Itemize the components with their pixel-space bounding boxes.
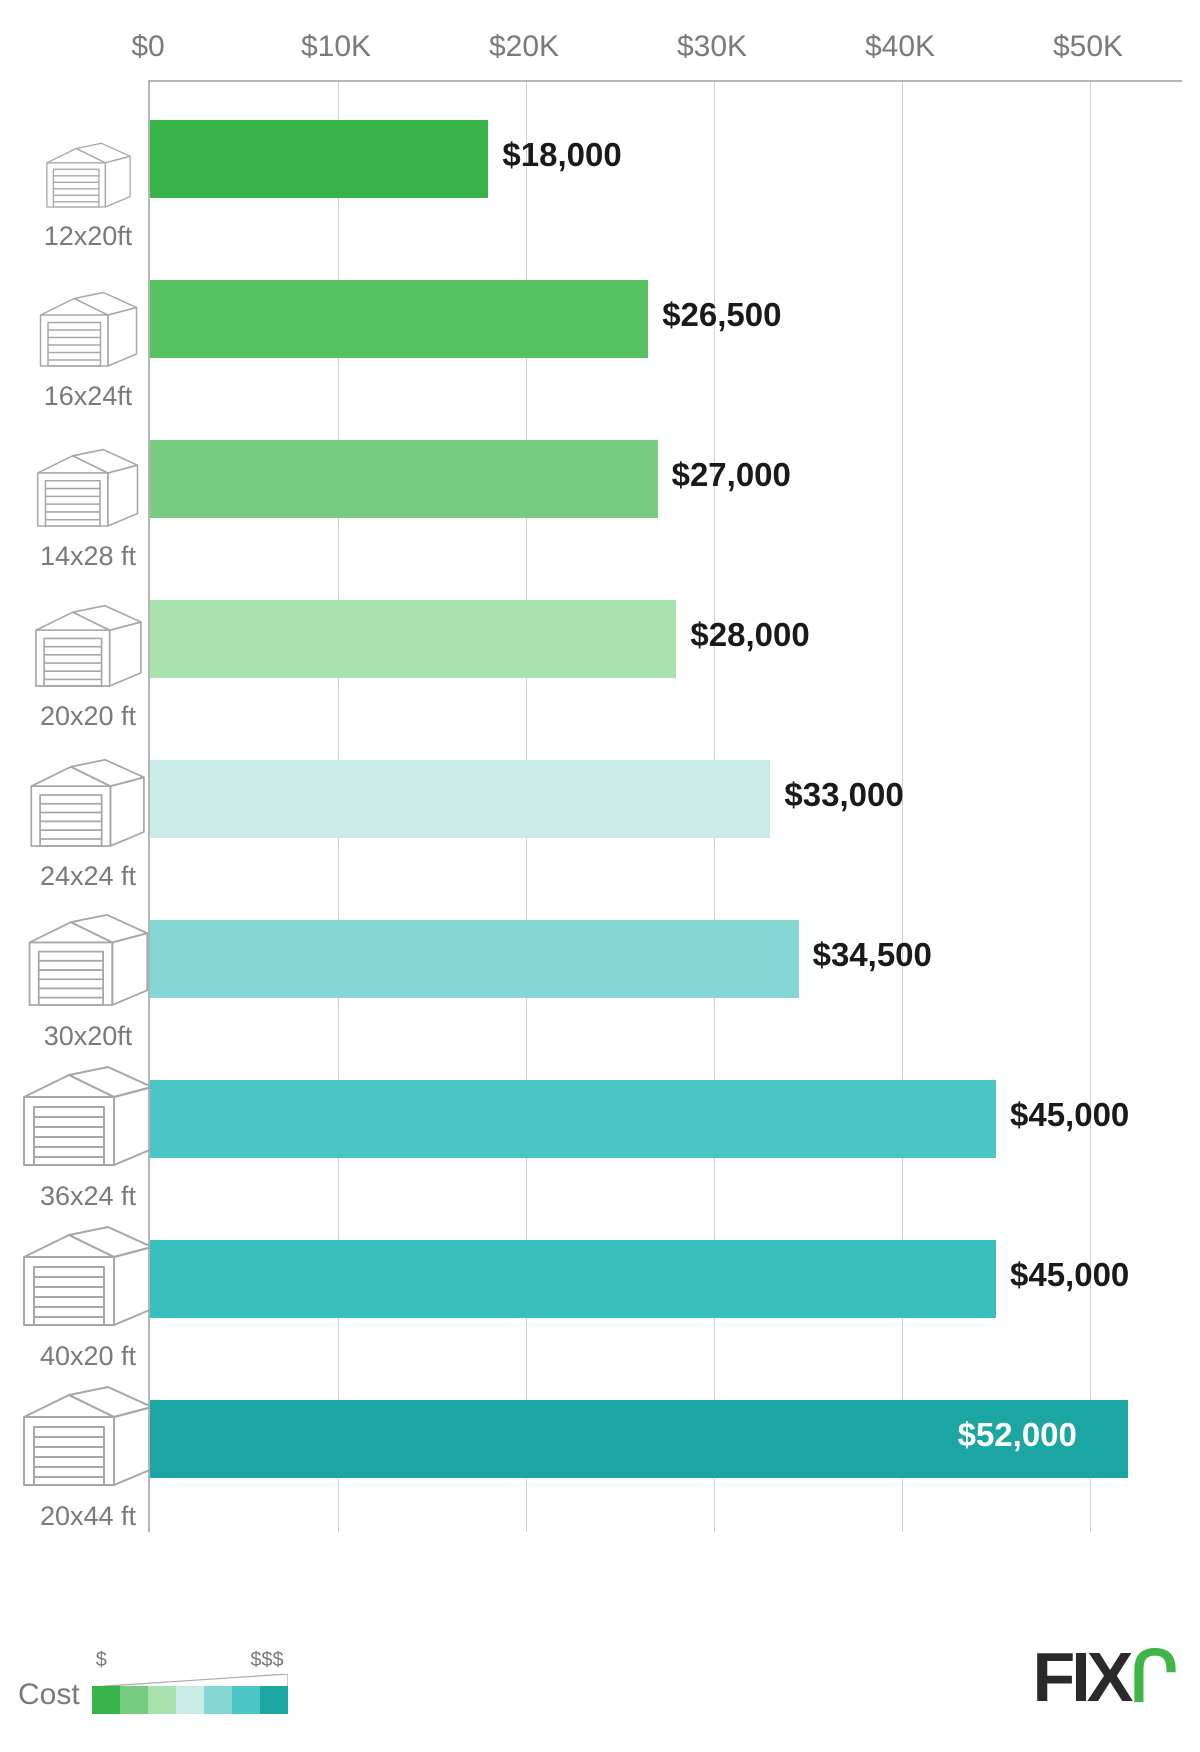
- legend-swatch: [120, 1686, 148, 1714]
- category-cell: 36x24 ft: [18, 1052, 158, 1212]
- category-label: 20x44 ft: [40, 1501, 136, 1532]
- bar-row: 24x24 ft $33,000: [18, 732, 1182, 892]
- logo-prefix: FIX: [1033, 1637, 1130, 1717]
- legend-range-labels: $ $$$: [92, 1649, 288, 1672]
- legend-swatch: [148, 1686, 176, 1714]
- chart-container: $0$10K$20K$30K$40K$50K 12x20ft $18,000: [18, 20, 1182, 1532]
- bar: [150, 600, 676, 678]
- category-label: 14x28 ft: [40, 541, 136, 572]
- category-cell: 14x28 ft: [18, 412, 158, 572]
- garage-icon-wrap: [33, 448, 142, 535]
- bars-area: 12x20ft$18,000 16x24ft$26,500 14x28: [18, 80, 1182, 1532]
- category-label: 12x20ft: [44, 221, 133, 252]
- bar-row: 20x20 ft $28,000: [18, 572, 1182, 732]
- value-label: $45,000: [1010, 1096, 1129, 1134]
- garage-icon: [24, 913, 153, 1010]
- garage-icon: [18, 1385, 158, 1490]
- garage-icon: [36, 291, 141, 370]
- garage-icon-wrap: [26, 758, 149, 855]
- garage-icon: [43, 142, 134, 210]
- garage-icon-wrap: [43, 142, 134, 215]
- category-label: 30x20ft: [44, 1021, 133, 1052]
- bar: [150, 760, 770, 838]
- category-cell: 16x24ft: [18, 252, 158, 412]
- logo-suffix: Ր: [1129, 1636, 1174, 1718]
- bar-row: 20x44 ft $52,000: [18, 1372, 1182, 1532]
- garage-icon: [26, 758, 149, 850]
- value-label: $33,000: [784, 776, 903, 814]
- garage-icon: [18, 1065, 158, 1170]
- legend-swatch: [176, 1686, 204, 1714]
- category-cell: 24x24 ft: [18, 732, 158, 892]
- category-label: 24x24 ft: [40, 861, 136, 892]
- bar: [150, 920, 799, 998]
- legend-high-symbol: $$$: [250, 1649, 283, 1672]
- legend-swatch: [260, 1686, 288, 1714]
- bar-row: 30x20ft $34,500: [18, 892, 1182, 1052]
- value-label: $26,500: [662, 296, 781, 334]
- legend-swatch: [232, 1686, 260, 1714]
- category-label: 16x24ft: [44, 381, 133, 412]
- bar-row: 36x24 ft $45,000: [18, 1052, 1182, 1212]
- value-label: $52,000: [958, 1416, 1077, 1454]
- garage-icon-wrap: [31, 604, 146, 695]
- garage-icon: [18, 1225, 158, 1330]
- legend-swatches: [92, 1686, 288, 1714]
- category-label: 36x24 ft: [40, 1181, 136, 1212]
- category-cell: 20x20 ft: [18, 572, 158, 732]
- category-label: 20x20 ft: [40, 701, 136, 732]
- garage-icon-wrap: [24, 913, 153, 1015]
- bar-row: 14x28 ft $27,000: [18, 412, 1182, 572]
- bar: [150, 280, 648, 358]
- legend-label: Cost: [18, 1678, 80, 1712]
- category-cell: 12x20ft: [18, 92, 158, 252]
- category-cell: 20x44 ft: [18, 1372, 158, 1532]
- value-label: $18,000: [502, 136, 621, 174]
- garage-icon: [31, 604, 146, 690]
- value-label: $27,000: [672, 456, 791, 494]
- garage-icon-wrap: [36, 291, 141, 375]
- category-label: 40x20 ft: [40, 1341, 136, 1372]
- bar: [150, 1240, 996, 1318]
- x-axis-labels: $0$10K$20K$30K$40K$50K: [148, 20, 1182, 80]
- garage-icon-wrap: [18, 1065, 158, 1175]
- value-label: $45,000: [1010, 1256, 1129, 1294]
- bar: [150, 440, 658, 518]
- category-cell: 40x20 ft: [18, 1212, 158, 1372]
- legend-scale: $ $$$: [92, 1649, 288, 1714]
- legend-swatch: [204, 1686, 232, 1714]
- bar-row: 40x20 ft $45,000: [18, 1212, 1182, 1372]
- value-label: $28,000: [690, 616, 809, 654]
- garage-icon-wrap: [18, 1385, 158, 1495]
- garage-icon: [33, 448, 142, 530]
- bar: [150, 120, 488, 198]
- legend-low-symbol: $: [96, 1649, 107, 1672]
- garage-icon-wrap: [18, 1225, 158, 1335]
- cost-legend: Cost $ $$$: [18, 1649, 288, 1714]
- value-label: $34,500: [813, 936, 932, 974]
- bar-row: 12x20ft $18,000: [18, 92, 1182, 252]
- legend-swatch: [92, 1686, 120, 1714]
- fixr-logo: FIXՐ: [1033, 1636, 1174, 1718]
- bar: [150, 1080, 996, 1158]
- category-cell: 30x20ft: [18, 892, 158, 1052]
- bar-row: 16x24ft $26,500: [18, 252, 1182, 412]
